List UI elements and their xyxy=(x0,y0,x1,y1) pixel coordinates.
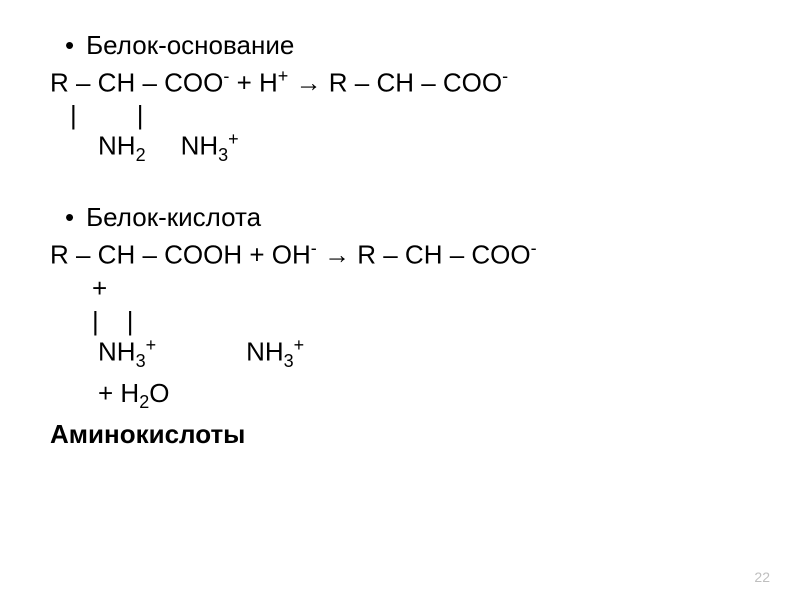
bullet-icon: • xyxy=(65,202,74,233)
section2-equation: R – CH – COOH + OH- → R – CH – COO- + xyxy=(50,237,750,306)
section2-lastline: + H2O xyxy=(50,377,750,415)
section1-subline: NH2NH3+ xyxy=(50,128,750,167)
section2-heading-row: • Белок-кислота xyxy=(50,202,750,233)
section1-heading: Белок-основание xyxy=(86,30,294,61)
section1-vbars: || xyxy=(50,102,750,128)
bullet-icon: • xyxy=(65,30,74,61)
section2-subline: NH3+NH3+ xyxy=(50,334,750,373)
section2-heading: Белок-кислота xyxy=(86,202,261,233)
section2-vbars: || xyxy=(50,308,750,334)
page-number: 22 xyxy=(754,569,770,585)
section1-equation: R – CH – COO- + H+ → R – CH – COO- xyxy=(50,65,750,100)
section1-heading-row: • Белок-основание xyxy=(50,30,750,61)
footer-heading: Аминокислоты xyxy=(50,419,750,450)
